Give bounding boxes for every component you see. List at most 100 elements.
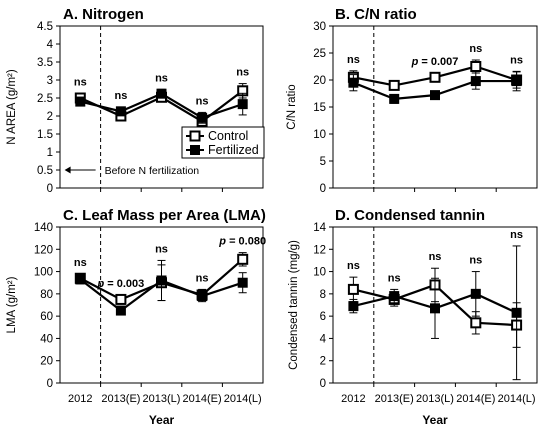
significance-label: ns — [196, 272, 209, 284]
series-fertilized — [348, 70, 522, 104]
panel-2: B. C/N ratio 0 5 10 15 20 25 30 C/N ratio ns p = 0… — [286, 6, 538, 195]
series-fertilized — [348, 245, 522, 381]
y-tick-label: 25 — [313, 48, 326, 60]
y-tick-label: 0.5 — [37, 165, 53, 177]
y-tick-label: 20 — [40, 356, 53, 368]
y-tick-label: 20 — [313, 75, 326, 87]
data-point — [511, 76, 522, 87]
y-tick-label: 140 — [34, 222, 53, 234]
x-tick-label: 2013(E) — [101, 393, 140, 405]
y-tick-label: 12 — [313, 244, 326, 256]
x-tick-label: 2012 — [68, 393, 92, 405]
significance-label: ns — [347, 54, 360, 66]
y-tick-label: 14 — [313, 222, 326, 234]
y-tick-label: 4.5 — [37, 21, 53, 33]
panel-1: A. Nitrogen 0 0.5 1 1.5 2 2.5 3 3.5 4 4.5 N AREA (g… — [6, 6, 265, 195]
y-tick-label: 6 — [320, 311, 326, 323]
x-tick-label: 2014(L) — [224, 393, 262, 405]
y-tick-label: 100 — [34, 267, 53, 279]
data-point — [429, 71, 441, 83]
panel-title: A. Nitrogen — [63, 6, 144, 23]
data-point — [237, 99, 248, 110]
y-tick-label: 5 — [320, 156, 326, 168]
significance-label: ns — [155, 72, 168, 84]
data-point — [348, 77, 359, 88]
x-axis-label: Year — [422, 413, 448, 427]
y-tick-label: 120 — [34, 244, 53, 256]
panel-3: C. Leaf Mass per Area (LMA) 0 20 40 60 80 100 1… — [6, 207, 266, 427]
data-point — [430, 303, 440, 314]
y-tick-label: 3.5 — [37, 57, 53, 69]
y-tick-label: 60 — [40, 311, 53, 323]
significance-label: ns — [469, 255, 482, 267]
significance-label: p = 0.080 — [218, 236, 266, 248]
data-point — [237, 277, 248, 288]
data-point — [470, 61, 482, 72]
significance-label: ns — [429, 251, 442, 263]
y-tick-label: 3 — [47, 75, 53, 87]
significance-label: ns — [74, 257, 87, 269]
data-point — [197, 112, 208, 123]
y-axis-label: N AREA (g/m²) — [6, 69, 18, 145]
y-axis-label: C/N ratio — [286, 84, 298, 129]
y-tick-label: 40 — [40, 333, 53, 345]
x-axis-label: Year — [149, 413, 175, 427]
significance-label: ns — [236, 67, 249, 79]
x-tick-label: 2014(E) — [456, 393, 495, 405]
y-tick-label: 2 — [47, 111, 53, 123]
y-tick-label: 0 — [47, 183, 53, 195]
legend-marker — [189, 130, 201, 142]
significance-label: ns — [155, 243, 168, 255]
y-axis-label: LMA (g/m²) — [6, 276, 18, 333]
note-text: Before N fertilization — [105, 165, 200, 177]
y-tick-label: 1 — [47, 147, 53, 159]
panel-title: C. Leaf Mass per Area (LMA) — [63, 207, 266, 224]
significance-label: ns — [388, 272, 401, 284]
plot-frame — [332, 226, 538, 384]
x-tick-label: 2012 — [341, 393, 365, 405]
significance-label: p = 0.003 — [96, 278, 144, 290]
y-tick-label: 0 — [47, 378, 53, 390]
y-tick-label: 0 — [320, 183, 326, 195]
data-point — [430, 90, 440, 101]
significance-label: ns — [469, 43, 482, 55]
series-fertilized — [75, 88, 248, 124]
data-point — [470, 288, 481, 299]
plot-frame — [59, 226, 264, 384]
data-point — [389, 291, 400, 302]
panel-title: B. C/N ratio — [335, 6, 417, 23]
y-axis-label: Condensed tannin (mg/g) — [288, 240, 300, 370]
y-tick-label: 2.5 — [37, 93, 53, 105]
data-point — [115, 106, 126, 117]
x-tick-label: 2013(E) — [375, 393, 414, 405]
significance-label: ns — [510, 54, 523, 66]
significance-label: p = 0.007 — [411, 56, 459, 68]
data-point — [470, 76, 481, 87]
data-point — [156, 275, 167, 286]
x-tick-label: 2013(L) — [143, 393, 181, 405]
data-point — [115, 293, 127, 305]
legend-label: Fertilized — [208, 143, 259, 157]
panel-4: D. Condensed tannin 0 2 4 6 8 10 12 14 Condensed … — [288, 207, 538, 427]
data-point — [237, 253, 249, 265]
data-point — [348, 301, 359, 312]
panel-title: D. Condensed tannin — [335, 207, 485, 224]
significance-label: ns — [347, 260, 360, 272]
y-tick-label: 15 — [313, 102, 326, 114]
data-point — [197, 291, 208, 302]
significance-label: ns — [196, 95, 209, 107]
data-point — [75, 274, 86, 285]
plot-frame — [332, 25, 538, 189]
y-tick-label: 4 — [320, 333, 327, 345]
data-point — [75, 96, 86, 107]
note-arrowhead — [64, 166, 71, 174]
data-point — [347, 283, 359, 295]
significance-label: ns — [510, 229, 523, 241]
x-tick-label: 2014(L) — [498, 393, 536, 405]
y-tick-label: 1.5 — [37, 129, 53, 141]
x-tick-label: 2013(L) — [416, 393, 454, 405]
y-tick-label: 10 — [313, 129, 326, 141]
plot-frame — [59, 25, 264, 189]
data-point — [389, 93, 400, 104]
